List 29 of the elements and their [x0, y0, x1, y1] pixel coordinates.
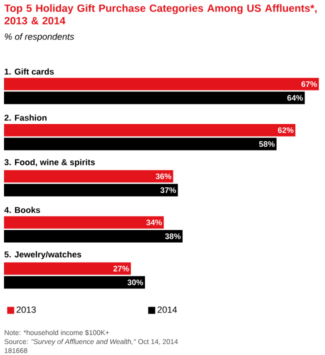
- data-label: 34%: [146, 220, 162, 226]
- legend-label: 2014: [158, 306, 177, 313]
- y-tick-label: 3. Food, wine & spirits: [4, 158, 95, 167]
- bar: [4, 138, 277, 150]
- chart-title: Top 5 Holiday Gift Purchase Categories Among US Affluents*, 2013 & 2014: [4, 4, 317, 24]
- bar: [4, 170, 174, 183]
- bar: [4, 216, 164, 229]
- data-label: 37%: [160, 187, 176, 193]
- y-tick-label: 2. Fashion: [4, 114, 46, 121]
- bar: [4, 262, 131, 275]
- data-label: 62%: [278, 127, 294, 134]
- data-label: 30%: [127, 280, 144, 286]
- data-label: 64%: [287, 95, 303, 101]
- bar: [4, 92, 305, 104]
- y-tick-label: 1. Gift cards: [4, 68, 54, 75]
- bar: [4, 184, 178, 196]
- y-tick-label: 4. Books: [4, 206, 40, 214]
- bar: [4, 78, 319, 90]
- bar: [4, 230, 183, 242]
- chart-subtitle: % of respondents: [4, 33, 74, 42]
- bar: [4, 276, 145, 289]
- data-label: 36%: [156, 173, 172, 180]
- data-label: 67%: [301, 81, 317, 87]
- y-tick-label: 5. Jewelry/watches: [4, 251, 82, 260]
- data-label: 38%: [165, 233, 181, 240]
- bar: [4, 124, 296, 136]
- data-label: 27%: [113, 266, 129, 272]
- data-label: 58%: [259, 141, 275, 147]
- legend-label: 2013: [16, 306, 36, 313]
